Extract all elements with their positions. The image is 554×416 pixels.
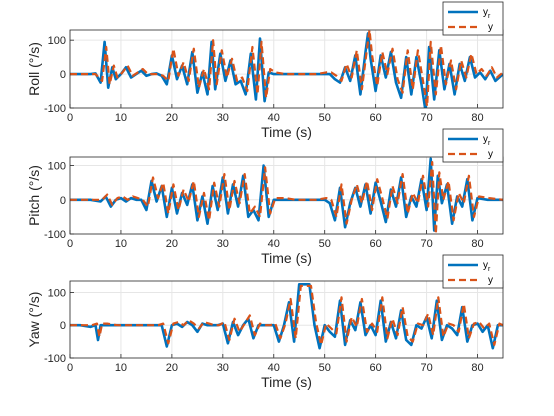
x-tick-label: 60 bbox=[370, 238, 382, 250]
y-tick-label: -100 bbox=[44, 353, 66, 365]
y-tick-label: 100 bbox=[48, 161, 66, 173]
legend-label-y: y bbox=[488, 275, 493, 286]
x-tick-label: 70 bbox=[420, 112, 432, 124]
x-tick-label: 20 bbox=[166, 112, 178, 124]
axes-frame bbox=[69, 156, 504, 235]
x-tick-label: 80 bbox=[471, 112, 483, 124]
x-tick-label: 10 bbox=[115, 112, 127, 124]
axes-frame bbox=[69, 29, 504, 109]
x-tick-label: 40 bbox=[268, 238, 280, 250]
y-tick-label: 0 bbox=[60, 195, 66, 207]
x-tick-label: 60 bbox=[370, 112, 382, 124]
x-tick-label: 40 bbox=[268, 362, 280, 374]
series-line-y bbox=[70, 30, 503, 108]
legend-label-yr-subscript: r bbox=[488, 13, 491, 20]
legend-label-y: y bbox=[488, 22, 493, 33]
axes-frame bbox=[69, 280, 504, 359]
x-tick-label: 80 bbox=[471, 238, 483, 250]
x-tick-label: 10 bbox=[115, 238, 127, 250]
x-tick-label: 40 bbox=[268, 112, 280, 124]
legend-box bbox=[442, 254, 504, 289]
y-tick-label: 100 bbox=[48, 287, 66, 299]
y-axis-label: Yaw (°/s) bbox=[26, 292, 42, 348]
legend-label-yr: yr bbox=[483, 7, 491, 20]
x-tick-label: 20 bbox=[166, 238, 178, 250]
x-tick-label: 50 bbox=[319, 112, 331, 124]
legend: yry bbox=[442, 128, 504, 163]
series-line-yr bbox=[70, 282, 503, 350]
x-tick-label: 0 bbox=[67, 238, 73, 250]
x-tick-label: 20 bbox=[166, 362, 178, 374]
x-tick-label: 0 bbox=[67, 112, 73, 124]
legend-label-yr-base: y bbox=[483, 7, 488, 18]
x-tick-label: 50 bbox=[319, 238, 331, 250]
x-tick-label: 50 bbox=[319, 362, 331, 374]
y-tick-label: -100 bbox=[44, 229, 66, 241]
x-axis-label: Time (s) bbox=[261, 124, 312, 140]
y-tick-label: -100 bbox=[44, 103, 66, 115]
x-tick-label: 70 bbox=[420, 238, 432, 250]
legend-label-yr: yr bbox=[483, 134, 491, 147]
legend-box bbox=[442, 128, 504, 163]
x-axis-label: Time (s) bbox=[261, 250, 312, 266]
x-tick-label: 80 bbox=[471, 362, 483, 374]
x-tick-label: 0 bbox=[67, 362, 73, 374]
legend-label-yr-base: y bbox=[483, 134, 488, 145]
x-axis-label: Time (s) bbox=[261, 374, 312, 390]
x-tick-label: 30 bbox=[217, 238, 229, 250]
y-tick-label: 0 bbox=[60, 69, 66, 81]
y-tick-label: 100 bbox=[48, 35, 66, 47]
legend: yry bbox=[442, 1, 504, 36]
legend-label-yr-subscript: r bbox=[488, 266, 491, 273]
y-tick-label: 0 bbox=[60, 320, 66, 332]
series-line-y bbox=[70, 284, 503, 346]
x-tick-label: 10 bbox=[115, 362, 127, 374]
series-line-yr bbox=[70, 157, 503, 232]
legend-label-y: y bbox=[488, 149, 493, 160]
legend-label-yr: yr bbox=[483, 260, 491, 273]
x-tick-label: 70 bbox=[420, 362, 432, 374]
x-tick-label: 30 bbox=[217, 362, 229, 374]
legend-label-yr-subscript: r bbox=[488, 140, 491, 147]
legend-box bbox=[442, 1, 504, 36]
y-axis-label: Roll (°/s) bbox=[26, 42, 42, 96]
x-tick-label: 60 bbox=[370, 362, 382, 374]
x-tick-label: 30 bbox=[217, 112, 229, 124]
y-axis-label: Pitch (°/s) bbox=[26, 165, 42, 226]
series-line-y bbox=[70, 161, 503, 234]
legend-label-yr-base: y bbox=[483, 260, 488, 271]
legend: yry bbox=[442, 254, 504, 289]
